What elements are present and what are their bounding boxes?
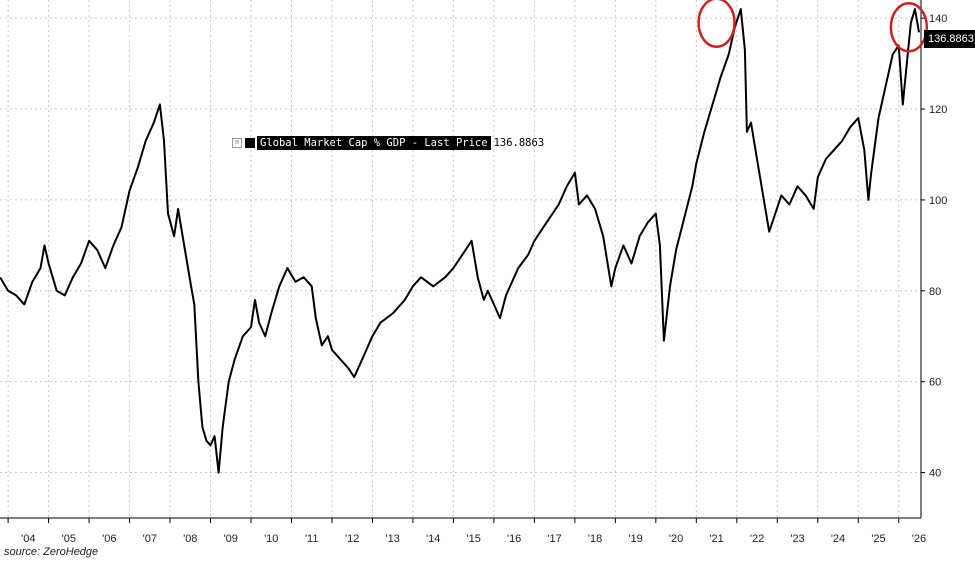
x-tick-label: '22: [750, 533, 764, 545]
x-tick-label: '13: [386, 533, 400, 545]
annotation-circle: [697, 0, 736, 48]
annotation-circle: [889, 2, 929, 53]
y-tick-label: 40: [929, 468, 941, 480]
y-axis: 40 60 80 100 120 140: [921, 13, 947, 480]
x-tick-label: '04: [21, 533, 35, 545]
x-tick-label: '16: [507, 533, 521, 545]
legend-label: Global Market Cap % GDP - Last Price: [257, 136, 491, 150]
x-tick-label: '25: [871, 533, 885, 545]
x-tick-label: '24: [831, 533, 845, 545]
x-tick-label: '10: [264, 533, 278, 545]
legend-swatch: [245, 138, 255, 148]
x-tick-label: '15: [466, 533, 480, 545]
y-tick-label: 140: [929, 13, 947, 25]
y-tick-label: 120: [929, 104, 947, 116]
legend-value: 136.8863: [493, 137, 545, 149]
y-tick-label: 80: [929, 286, 941, 298]
x-tick-label: '06: [102, 533, 116, 545]
y-tick-label: 100: [929, 195, 947, 207]
x-tick-label: '09: [224, 533, 238, 545]
plot-border: [0, 0, 922, 519]
x-tick-label: '18: [588, 533, 602, 545]
x-tick-label: '20: [669, 533, 683, 545]
x-tick-label: '23: [790, 533, 804, 545]
series-line: [0, 8, 920, 474]
x-tick-label: '21: [709, 533, 723, 545]
legend: ⊞ Global Market Cap % GDP - Last Price 1…: [232, 134, 547, 152]
x-tick-label: '11: [305, 533, 319, 545]
x-tick-label: '19: [628, 533, 642, 545]
source-note: source: ZeroHedge: [4, 546, 99, 558]
x-tick-label: '14: [426, 533, 440, 545]
y-tick-label: 60: [929, 377, 941, 389]
x-tick-label: '26: [912, 533, 926, 545]
x-tick-label: '07: [143, 533, 157, 545]
annotations: [697, 0, 929, 53]
x-tick-label: '12: [345, 533, 359, 545]
x-tick-label: '17: [547, 533, 561, 545]
legend-toggle-icon[interactable]: ⊞: [232, 138, 242, 148]
chart-grid: [0, 0, 921, 518]
x-tick-label: '08: [183, 533, 197, 545]
x-axis: '04 '05 '06 '07 '08 '09 '10 '11 '12 '13 '14 '15 '16 '…: [7, 518, 926, 545]
x-tick-label: '05: [62, 533, 76, 545]
last-price-tag: 136.8863: [924, 30, 975, 48]
